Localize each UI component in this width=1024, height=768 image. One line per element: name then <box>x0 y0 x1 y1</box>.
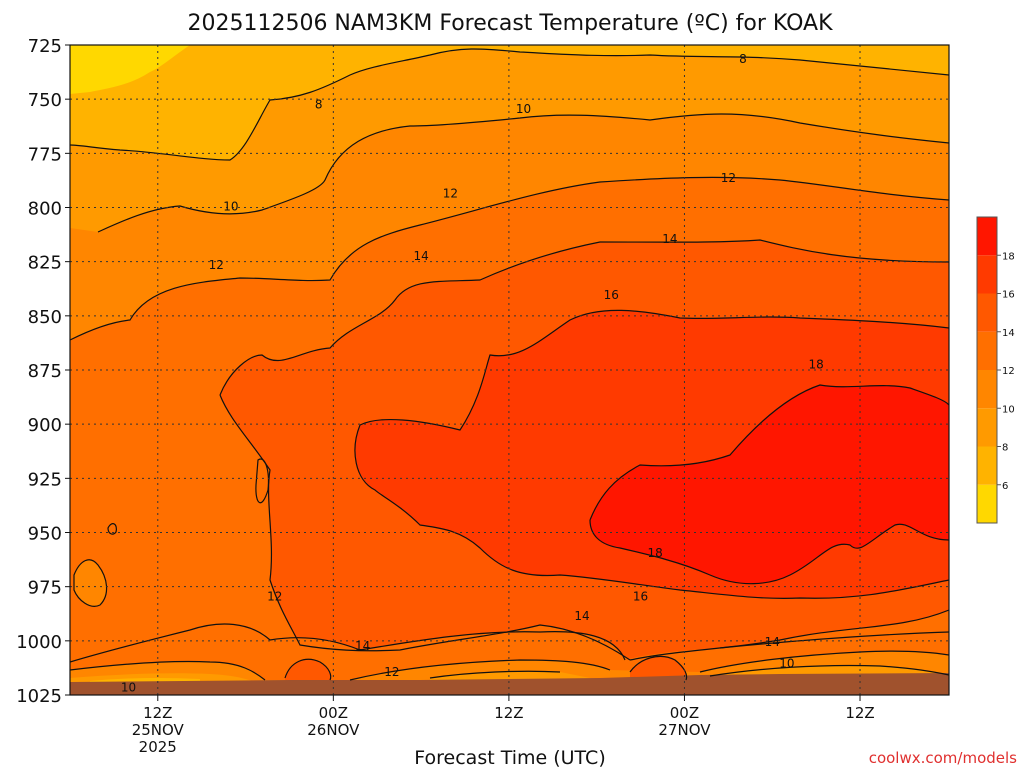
x-tick-label: 12Z <box>494 704 523 722</box>
y-tick-label: 1025 <box>16 686 62 707</box>
y-tick-label: 775 <box>28 144 62 165</box>
y-tick-label: 825 <box>28 253 62 274</box>
contour-label: 12 <box>443 186 458 200</box>
terrain-surface <box>70 673 949 695</box>
contour-label: 10 <box>779 657 794 671</box>
colorbar: 6 8 10 12 14 16 18 <box>976 216 1015 524</box>
band-6-8 <box>70 45 949 160</box>
x-tick-label: 00Z <box>319 704 348 722</box>
y-tick-label: 950 <box>28 524 62 545</box>
contour-label: 10 <box>516 102 531 116</box>
x-tick-label: 25NOV <box>132 721 185 739</box>
credit-text: coolwx.com/models <box>869 749 1017 767</box>
colorbar-label: 16 <box>1002 290 1015 301</box>
y-tick-label: 875 <box>28 361 62 382</box>
y-tick-label: 975 <box>28 578 62 599</box>
band-18-20 <box>590 385 949 584</box>
contour-label: 16 <box>604 288 619 302</box>
y-tick-label: 725 <box>28 36 62 57</box>
contour-label: 8 <box>739 52 747 66</box>
band-10-12-pocket <box>74 559 107 607</box>
y-tick-label: 750 <box>28 90 62 111</box>
contour-label: 18 <box>648 546 663 560</box>
y-tick-label: 850 <box>28 307 62 328</box>
colorbar-swatch <box>977 446 997 485</box>
contour-label: 12 <box>384 665 399 679</box>
band-14-16-pocket-2 <box>285 659 331 680</box>
x-tick-label: 2025 <box>139 738 177 756</box>
colorbar-swatch <box>977 408 997 447</box>
contour-label: 14 <box>355 639 370 653</box>
x-tick-label: 00Z <box>670 704 699 722</box>
contour-label: 12 <box>721 171 736 185</box>
colorbar-label: 14 <box>1002 328 1015 339</box>
y-tick-label: 1000 <box>16 632 62 653</box>
contour-label: 14 <box>662 232 677 246</box>
x-tick-label: 12Z <box>143 704 172 722</box>
x-tick-label: 27NOV <box>658 721 711 739</box>
grid-lines <box>70 45 949 695</box>
chart-title: 2025112506 NAM3KM Forecast Temperature (… <box>187 11 833 36</box>
contour-label: 10 <box>121 680 136 694</box>
temperature-fill-bands <box>70 45 949 695</box>
contour-label: 14 <box>574 609 589 623</box>
band-14-16-pocket <box>630 656 687 680</box>
contour-label: 16 <box>633 589 648 603</box>
colorbar-label: 18 <box>1002 251 1015 262</box>
colorbar-swatch <box>977 293 997 332</box>
y-tick-label: 800 <box>28 199 62 220</box>
contour-labels: 8 8 10 10 12 12 12 14 14 16 18 18 16 14 12 14 12 14 10 10 <box>121 52 824 694</box>
x-tick-label: 12Z <box>845 704 874 722</box>
colorbar-swatch <box>977 217 997 256</box>
contour-label: 12 <box>267 589 282 603</box>
colorbar-label: 6 <box>1002 481 1008 492</box>
contour-label: 10 <box>223 199 238 213</box>
x-axis-label: Forecast Time (UTC) <box>414 747 605 768</box>
colorbar-label: 8 <box>1002 443 1008 454</box>
colorbar-swatch <box>977 484 997 523</box>
contour-label: 18 <box>808 358 823 372</box>
contour-lines <box>70 48 949 681</box>
contour-label: 14 <box>765 635 780 649</box>
contour-label: 8 <box>315 98 323 112</box>
contour-label: 14 <box>413 249 428 263</box>
colorbar-swatch <box>977 255 997 294</box>
colorbar-label: 12 <box>1002 366 1015 377</box>
y-tick-label: 900 <box>28 415 62 436</box>
colorbar-label: 10 <box>1002 404 1015 415</box>
y-axis: 725 750 775 800 825 850 875 900 925 950 975 1000 102… <box>16 36 70 707</box>
contour-label: 12 <box>209 258 224 272</box>
y-tick-label: 925 <box>28 469 62 490</box>
colorbar-swatch <box>977 331 997 370</box>
colorbar-swatch <box>977 370 997 409</box>
x-tick-label: 26NOV <box>307 721 360 739</box>
band-4-6 <box>70 45 190 94</box>
